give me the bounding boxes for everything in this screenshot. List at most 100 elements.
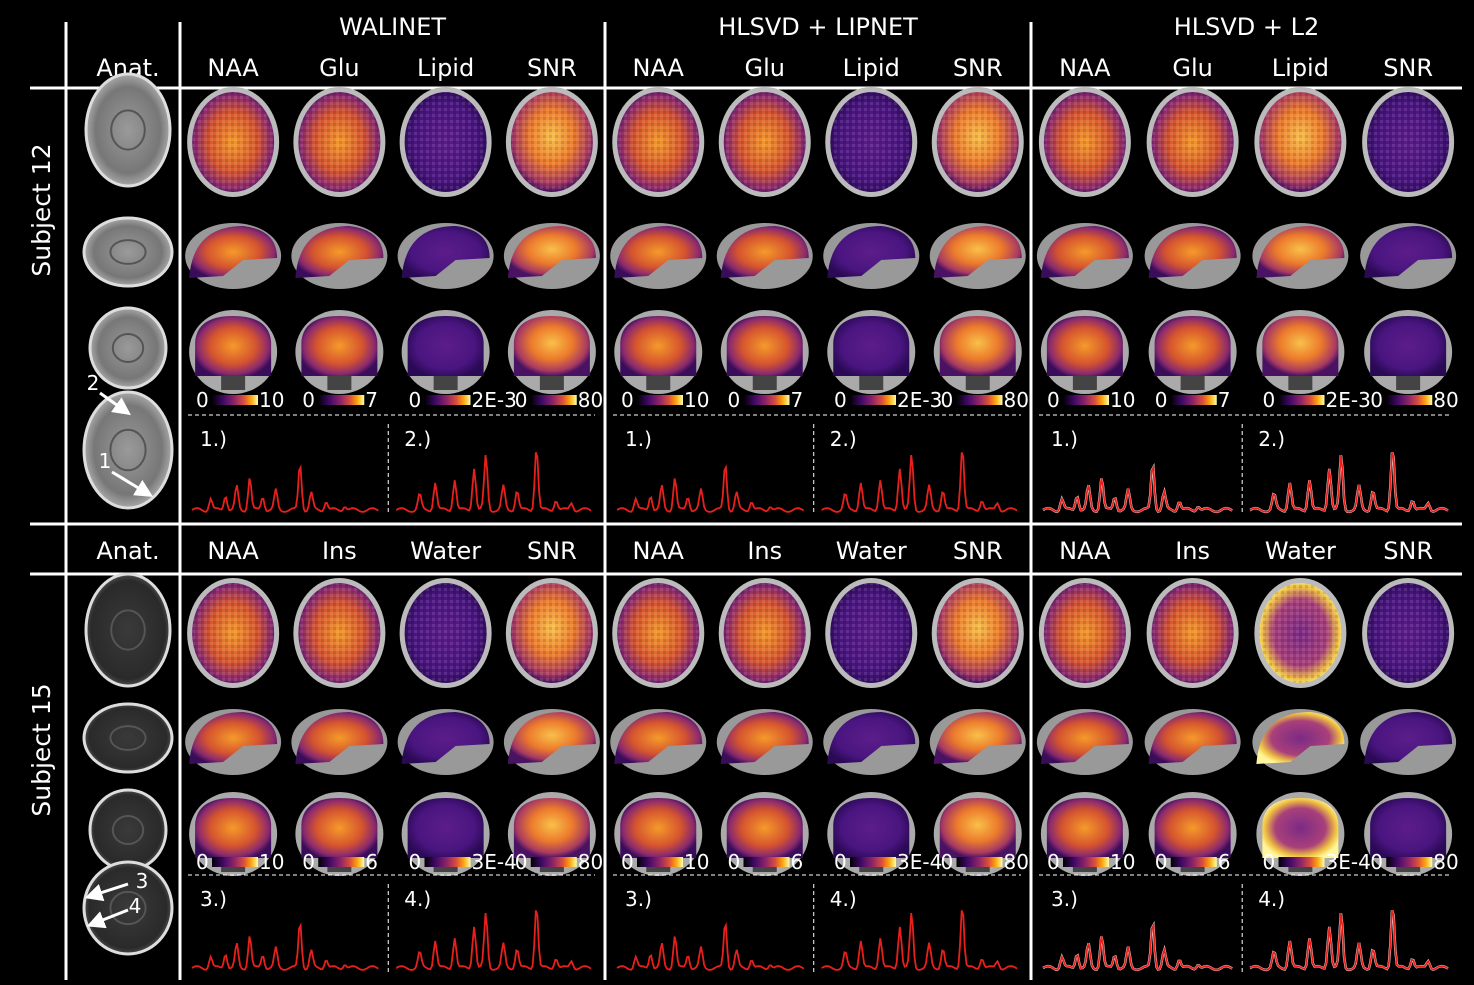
colorbar-max: 80: [1433, 388, 1458, 412]
map-texture: [1151, 583, 1234, 683]
anatomy-ventricle: [109, 428, 147, 472]
metabolite-map-sagittal: [614, 226, 703, 278]
colorbar: [850, 857, 896, 867]
map-texture: [192, 583, 275, 683]
colorbar: [530, 857, 577, 867]
anatomy-image: [82, 702, 174, 774]
metabolite-map-coronal: [195, 316, 272, 376]
colorbar-min: 0: [196, 850, 209, 874]
metabolite-header: NAA: [633, 54, 685, 82]
colorbar-max: 10: [684, 388, 709, 412]
metabolite-header: Ins: [322, 537, 357, 565]
colorbar: [318, 857, 365, 867]
metabolite-map-coronal: [1370, 798, 1447, 858]
metabolite-map-sagittal: [1148, 226, 1237, 278]
metabolite-map-coronal: [301, 798, 378, 858]
arrow-icon: [86, 908, 129, 929]
metabolite-header: NAA: [207, 537, 259, 565]
colorbar: [1278, 857, 1325, 867]
metabolite-header: Lipid: [417, 54, 474, 82]
metabolite-header: Water: [410, 537, 481, 565]
colorbar-max: 3E-4: [897, 850, 942, 874]
colorbar-min: 0: [834, 850, 847, 874]
colorbar: [424, 395, 471, 405]
map-texture: [510, 92, 593, 192]
metabolite-map-sagittal: [401, 712, 490, 764]
colorbar: [850, 395, 896, 405]
colorbar: [743, 857, 790, 867]
arrow-label: 4: [129, 894, 142, 918]
metabolite-header: Ins: [747, 537, 782, 565]
metabolite-map-sagittal: [1256, 226, 1345, 278]
map-texture: [936, 583, 1019, 683]
metabolite-header: Lipid: [843, 54, 900, 82]
spectrum-line: [191, 922, 379, 971]
spectrum-line: [616, 922, 805, 971]
colorbar-max: 6: [791, 850, 804, 874]
colorbar-min: 0: [834, 388, 847, 412]
metabolite-header: Water: [836, 537, 907, 565]
colorbar: [1386, 395, 1433, 405]
metabolite-map-coronal: [833, 316, 910, 376]
map-brainstem: [859, 376, 884, 390]
colorbar-min: 0: [1047, 850, 1060, 874]
spectrum-fit: [1042, 462, 1233, 514]
colorbar-min: 0: [941, 388, 954, 412]
anatomy-image: [82, 860, 174, 956]
map-texture: [298, 92, 381, 192]
anatomy-ventricle: [109, 239, 147, 265]
metabolite-map-sagittal: [720, 712, 809, 764]
map-texture: [298, 583, 381, 683]
anatomy-ventricle: [110, 109, 146, 151]
colorbar-max: 10: [259, 850, 284, 874]
metabolite-header: Water: [1265, 537, 1336, 565]
colorbar-min: 0: [621, 388, 634, 412]
metabolite-map-sagittal: [827, 226, 916, 278]
metabolite-header: NAA: [1059, 54, 1111, 82]
colorbar-min: 0: [941, 850, 954, 874]
spectrum-fit: [1042, 920, 1233, 972]
arrow-label: 3: [136, 869, 149, 893]
colorbar-max: 10: [1110, 388, 1135, 412]
spectrum-fit: [1249, 451, 1449, 514]
spectrum-line: [1042, 464, 1233, 513]
metabolite-map-sagittal: [827, 712, 916, 764]
method-title: WALINET: [339, 13, 446, 41]
colorbar-min: 0: [409, 388, 422, 412]
metabolite-map-sagittal: [507, 712, 596, 764]
colorbar: [1386, 857, 1433, 867]
map-brainstem: [539, 376, 564, 390]
metabolite-map-coronal: [1154, 316, 1231, 376]
anatomy-ventricle: [110, 609, 146, 651]
spectrum-label: 1.): [625, 427, 652, 451]
anatomy-image: [84, 72, 172, 188]
colorbar-max: 80: [1004, 850, 1029, 874]
spectrum-label: 1.): [200, 427, 227, 451]
colorbar: [1170, 857, 1217, 867]
map-texture: [617, 92, 700, 192]
anatomy-image: [88, 788, 168, 872]
spectrum-line: [821, 452, 1018, 513]
metabolite-map-coronal: [407, 316, 484, 376]
metabolite-map-sagittal: [1364, 712, 1453, 764]
spectrum-label: 4.): [1258, 887, 1285, 911]
metabolite-header: Glu: [1172, 54, 1212, 82]
metabolite-map-sagittal: [295, 226, 384, 278]
metabolite-map-coronal: [939, 798, 1016, 858]
colorbar-min: 0: [1263, 388, 1276, 412]
colorbar-min: 0: [1263, 850, 1276, 874]
anatomy-ventricle: [109, 890, 147, 926]
colorbar-max: 2E-3: [472, 388, 517, 412]
metabolite-map-sagittal: [933, 226, 1022, 278]
colorbar-min: 0: [515, 850, 528, 874]
map-brainstem: [1288, 376, 1313, 390]
colorbar-min: 0: [302, 388, 315, 412]
colorbar: [637, 395, 683, 405]
metabolite-map-coronal: [1370, 316, 1447, 376]
subject-label: Subject 12: [27, 143, 56, 276]
metabolite-map-sagittal: [720, 226, 809, 278]
map-brainstem: [965, 376, 990, 390]
map-brainstem: [1180, 376, 1205, 390]
